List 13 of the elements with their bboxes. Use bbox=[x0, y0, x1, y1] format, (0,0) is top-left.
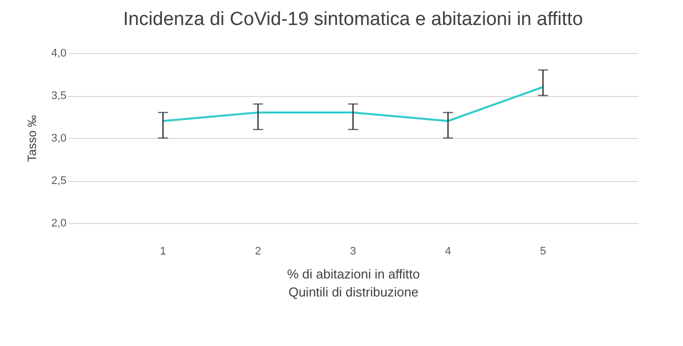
y-tick-label: 2,0 bbox=[51, 218, 66, 230]
x-axis-title: % di abitazioni in affitto Quintili di distribuzione bbox=[287, 266, 420, 300]
y-tick-label: 3,5 bbox=[51, 90, 66, 102]
y-tick-label: 4,0 bbox=[51, 48, 66, 60]
x-tick-label: 2 bbox=[254, 246, 262, 258]
y-tick-label: 2,5 bbox=[51, 175, 66, 187]
y-tick-label: 3,0 bbox=[51, 132, 66, 144]
y-axis-title: Tasso ‰ bbox=[25, 115, 40, 162]
x-tick-label: 5 bbox=[540, 246, 546, 258]
x-tick-label: 1 bbox=[160, 246, 166, 258]
x-tick-label: 3 bbox=[350, 246, 356, 258]
x-tick-label: 4 bbox=[444, 246, 452, 258]
chart-title: Incidenza di CoVid-19 sintomatica e abitazioni in affitto bbox=[123, 9, 583, 30]
